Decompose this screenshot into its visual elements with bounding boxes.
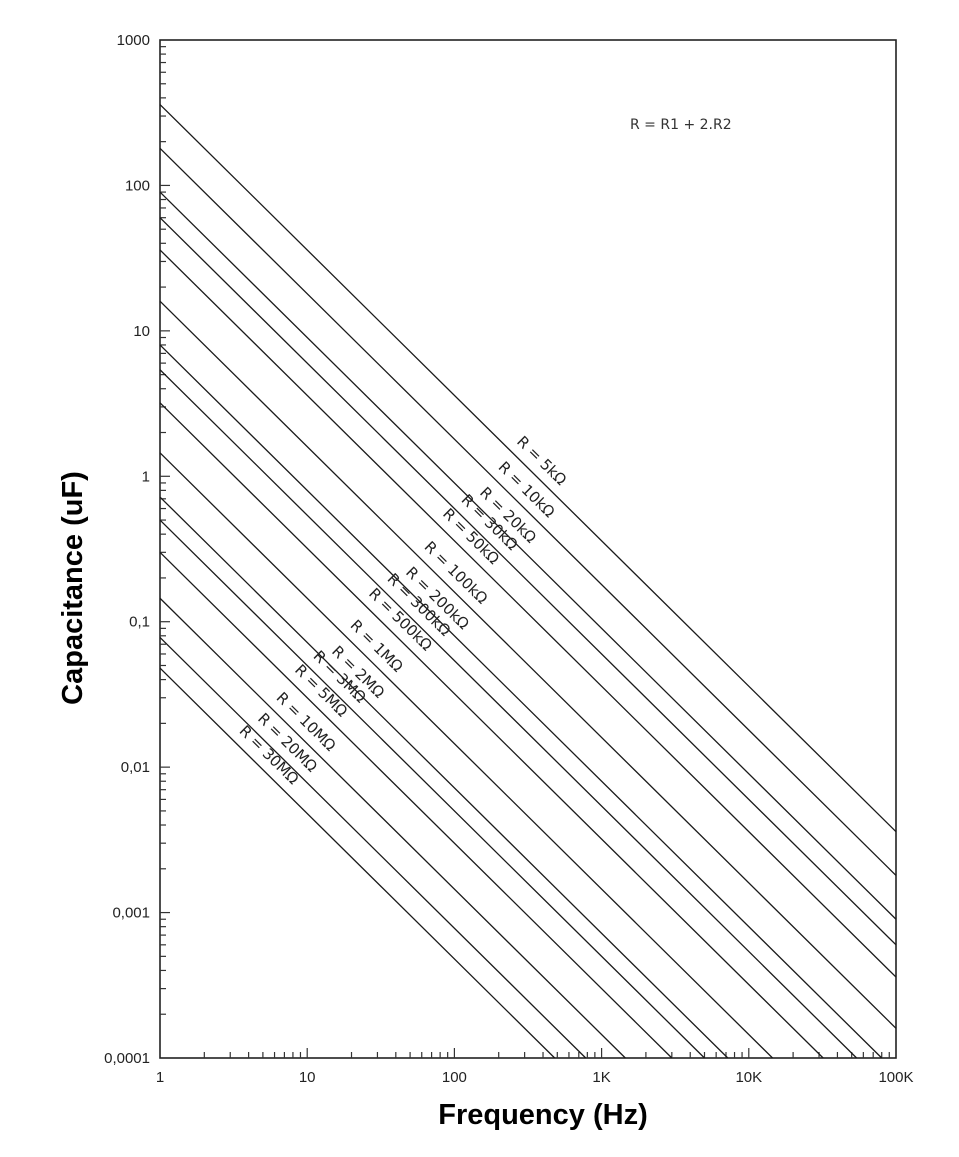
series-line (159, 217, 897, 946)
series-line (159, 369, 858, 1059)
y-tick-label: 10 (133, 323, 150, 340)
x-tick-label: 1 (156, 1069, 164, 1086)
y-tick-label: 0,0001 (104, 1050, 150, 1067)
series-line (159, 597, 626, 1059)
series-lines (159, 104, 897, 1059)
y-tick-label: 0,01 (121, 759, 150, 776)
x-tick-label: 100 (442, 1069, 467, 1086)
series-line (159, 636, 587, 1059)
y-tick-label: 1000 (117, 32, 150, 49)
series-line (159, 191, 897, 920)
x-tick-label: 10K (735, 1069, 762, 1086)
y-tick-label: 0,001 (112, 905, 150, 922)
y-tick-label: 1 (142, 468, 150, 485)
formula-annotation: R = R1 + 2.R2 (630, 117, 732, 133)
x-tick-labels: 1 10 100 1K 10K 100K (156, 1069, 914, 1086)
y-tick-label: 0,1 (129, 614, 150, 631)
x-tick-label: 1K (592, 1069, 610, 1086)
series-line (159, 519, 705, 1059)
series-line (159, 496, 729, 1059)
series-line (159, 147, 897, 876)
y-axis-title: Capacitance (uF) (57, 471, 89, 705)
plot-frame (159, 39, 897, 1059)
series-line (159, 300, 897, 1029)
y-tick-labels: 1000 100 10 1 0,1 0,01 0,001 0,0001 (104, 32, 150, 1067)
series-line (159, 344, 883, 1059)
series-line (159, 452, 774, 1059)
y-tick-label: 100 (125, 177, 150, 194)
x-axis-title: Frequency (Hz) (438, 1099, 647, 1131)
series-line (159, 667, 556, 1059)
series-line (159, 104, 897, 833)
minor-ticks (160, 46, 890, 1058)
series-line (159, 551, 673, 1059)
series-line (159, 402, 824, 1059)
series-line (159, 249, 897, 978)
x-tick-label: 100K (878, 1069, 913, 1086)
x-tick-label: 10 (299, 1069, 316, 1086)
